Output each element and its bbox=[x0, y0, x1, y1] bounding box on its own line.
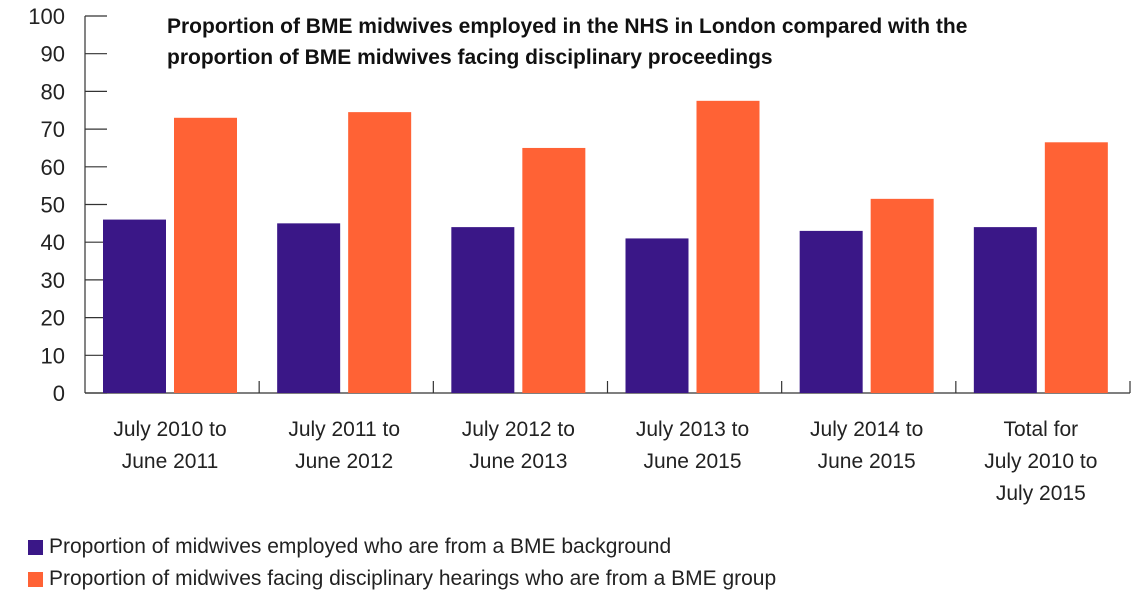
legend-label-disciplinary: Proportion of midwives facing disciplina… bbox=[49, 567, 777, 590]
chart-title-line-0: Proportion of BME midwives employed in t… bbox=[167, 15, 967, 38]
x-tick-label-2-0: July 2012 to bbox=[462, 418, 575, 441]
legend-label-employed: Proportion of midwives employed who are … bbox=[49, 535, 672, 558]
x-tick-label-5-1: July 2010 to bbox=[984, 450, 1097, 473]
x-tick-label-1-0: July 2011 to bbox=[288, 418, 400, 441]
bar-disciplinary-2 bbox=[522, 147, 586, 393]
legend-swatch-employed bbox=[28, 539, 43, 555]
legend-item-bme-employed: Proportion of midwives employed who are … bbox=[28, 535, 671, 559]
legend-swatch-disciplinary bbox=[28, 571, 43, 587]
y-tick-label-20: 20 bbox=[41, 306, 65, 331]
x-tick-label-3-0: July 2013 to bbox=[636, 418, 749, 441]
x-tick-label-3-1: June 2015 bbox=[643, 450, 741, 473]
y-tick-label-90: 90 bbox=[41, 42, 65, 67]
bar-employed-5 bbox=[973, 227, 1037, 393]
x-axis-labels: July 2010 to June 2011 July 2011 to June 20… bbox=[113, 418, 1097, 505]
x-tick-label-1-1: June 2012 bbox=[295, 450, 393, 473]
x-tick-label-4-1: June 2015 bbox=[818, 450, 916, 473]
bar-employed-2 bbox=[451, 227, 515, 393]
bar-disciplinary-5 bbox=[1044, 142, 1108, 393]
x-tick-label-4-0: July 2014 to bbox=[810, 418, 923, 441]
chart-axes: 0 10 20 30 40 50 60 70 80 90 100 bbox=[28, 4, 1131, 406]
bar-disciplinary-0 bbox=[174, 117, 237, 393]
x-tick-label-5-0: Total for bbox=[1003, 418, 1078, 441]
y-tick-label-50: 50 bbox=[41, 193, 65, 218]
x-tick-label-5-2: July 2015 bbox=[996, 482, 1086, 505]
chart-title: Proportion of BME midwives employed in t… bbox=[167, 15, 967, 69]
bar-employed-3 bbox=[625, 238, 689, 393]
y-tick-label-30: 30 bbox=[41, 268, 65, 293]
x-tick-label-0-1: June 2011 bbox=[122, 450, 219, 473]
bar-disciplinary-3 bbox=[696, 100, 760, 393]
y-tick-label-10: 10 bbox=[41, 343, 65, 368]
chart-bars bbox=[103, 100, 1108, 393]
y-tick-label-70: 70 bbox=[41, 117, 65, 142]
bar-employed-1 bbox=[277, 223, 341, 393]
y-tick-label-0: 0 bbox=[53, 381, 65, 406]
chart-title-line-1: proportion of BME midwives facing discip… bbox=[167, 46, 773, 69]
bar-disciplinary-4 bbox=[870, 198, 934, 393]
y-tick-label-60: 60 bbox=[41, 155, 65, 180]
legend-item-bme-disciplinary: Proportion of midwives facing disciplina… bbox=[28, 567, 776, 591]
x-tick-label-2-1: June 2013 bbox=[469, 450, 567, 473]
bar-disciplinary-1 bbox=[348, 112, 412, 393]
bar-employed-4 bbox=[799, 230, 863, 393]
x-tick-label-0-0: July 2010 to bbox=[113, 418, 226, 441]
bar-employed-0 bbox=[103, 219, 166, 393]
y-tick-label-40: 40 bbox=[41, 230, 65, 255]
y-tick-label-80: 80 bbox=[41, 79, 65, 104]
y-tick-label-100: 100 bbox=[28, 4, 65, 29]
